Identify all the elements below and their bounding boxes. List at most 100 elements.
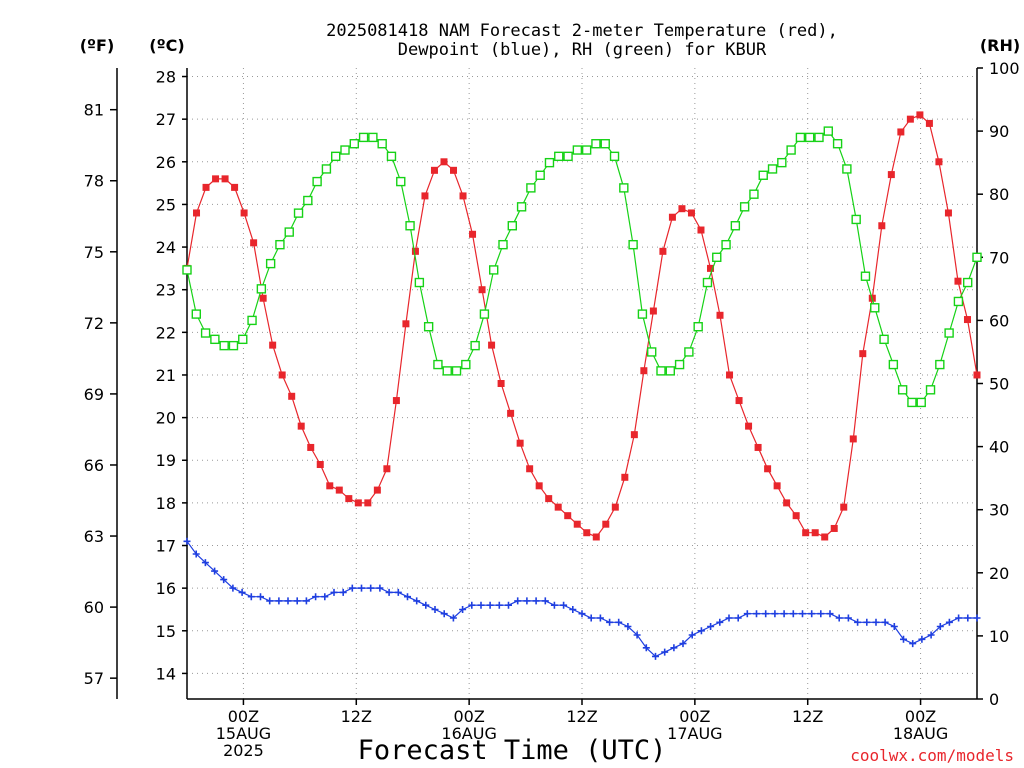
rh-point — [628, 239, 638, 250]
temperature-point — [621, 473, 629, 481]
dewpoint-point — [477, 601, 485, 609]
rh-point — [275, 239, 285, 250]
rh-tick-label: 70 — [989, 248, 1009, 267]
dewpoint-point — [550, 601, 558, 609]
dewpoint-point — [716, 618, 724, 626]
rh-point — [331, 151, 341, 162]
dewpoint-point — [569, 606, 577, 613]
rh-point — [238, 334, 248, 345]
rh-point — [535, 170, 545, 180]
temperature-series — [183, 111, 981, 541]
time-tick-label: 00Z — [905, 707, 936, 726]
rh-point — [303, 195, 313, 206]
temperature-point — [735, 397, 743, 405]
dewpoint-point — [275, 597, 283, 605]
temperature-point — [221, 175, 229, 183]
fahrenheit-tick-label: 69 — [84, 385, 104, 404]
dewpoint-point — [587, 614, 595, 622]
rh-point — [805, 132, 815, 143]
temperature-point — [573, 520, 581, 528]
rh-point — [312, 176, 322, 187]
temperature-point — [659, 247, 667, 255]
temperature-point — [583, 529, 591, 537]
rh-point — [712, 252, 722, 263]
temperature-point — [840, 503, 848, 511]
dewpoint-point — [762, 610, 770, 618]
rh-line — [186, 130, 978, 403]
rh-point — [182, 265, 192, 275]
celsius-axis-ticks: 14 15 16 17 18 19 20 21 22 23 24 25 26 27 28 — [156, 68, 187, 683]
temperature-point — [459, 192, 467, 200]
dewpoint-point — [201, 559, 209, 567]
temperature-point — [278, 371, 286, 379]
rh-tick-label: 0 — [989, 690, 999, 709]
temperature-point — [259, 294, 267, 302]
temperature-point — [944, 209, 952, 217]
dewpoint-point — [955, 614, 963, 622]
dewpoint-point — [606, 618, 614, 626]
rh-point — [489, 265, 499, 275]
dewpoint-point — [909, 640, 917, 648]
dewpoint-point — [238, 588, 246, 596]
rh-point — [414, 277, 425, 288]
dewpoint-point — [881, 618, 889, 626]
dewpoint-point — [780, 610, 788, 618]
celsius-tick-label: 16 — [156, 579, 176, 598]
time-tick-label: 18AUG — [893, 724, 948, 743]
fahrenheit-tick-label: 78 — [84, 172, 104, 191]
temperature-point — [754, 443, 762, 451]
temperature-point — [630, 431, 638, 439]
rh-point — [609, 151, 620, 162]
rh-axis-ticks: 0 10 20 30 40 50 60 70 80 90 100 — [977, 59, 1020, 709]
rh-point — [656, 366, 666, 376]
dewpoint-point — [229, 584, 237, 592]
rh-point — [758, 170, 768, 180]
rh-point — [814, 132, 824, 143]
temperature-point — [316, 461, 324, 469]
celsius-unit-label: (ºC) — [149, 36, 184, 55]
time-tick-label: 00Z — [679, 707, 710, 726]
rh-point — [935, 359, 945, 370]
dewpoint-point — [449, 614, 457, 622]
dewpoint-point — [376, 584, 384, 592]
temperature-point — [830, 524, 838, 532]
rh-point — [739, 202, 750, 212]
dewpoint-point — [725, 614, 733, 622]
rh-series — [182, 126, 982, 408]
rh-point — [470, 340, 480, 351]
dewpoint-point — [422, 601, 430, 609]
rh-tick-label: 10 — [989, 627, 1009, 646]
dewpoint-point — [743, 610, 751, 618]
rh-point — [433, 359, 443, 370]
dewpoint-point — [541, 597, 549, 605]
temperature-point — [288, 392, 296, 400]
dewpoint-point — [927, 631, 935, 639]
temperature-point — [535, 482, 543, 490]
credit-text: coolwx.com/models — [850, 746, 1014, 765]
rh-point — [786, 145, 796, 155]
temperature-point — [354, 499, 362, 507]
rh-point — [879, 334, 889, 345]
fahrenheit-axis-ticks: 57 60 63 66 69 72 75 78 81 — [84, 101, 117, 688]
temperature-point — [469, 230, 477, 238]
rh-point — [600, 139, 610, 149]
celsius-tick-label: 24 — [156, 238, 176, 257]
rh-point — [396, 176, 406, 187]
rh-point — [851, 214, 861, 225]
dewpoint-point — [844, 614, 852, 622]
temperature-point — [297, 422, 305, 430]
rh-point — [888, 359, 899, 370]
dewpoint-point — [918, 635, 926, 643]
dewpoint-point — [642, 644, 650, 652]
rh-tick-label: 100 — [989, 59, 1020, 78]
rh-point — [554, 151, 564, 162]
dewpoint-point — [220, 576, 228, 584]
temperature-point — [440, 158, 448, 166]
rh-point — [377, 139, 387, 149]
temperature-point — [792, 512, 800, 520]
dewpoint-point — [468, 601, 476, 609]
rh-point — [777, 157, 787, 168]
grid-lines — [187, 68, 977, 699]
rh-point — [684, 347, 694, 357]
